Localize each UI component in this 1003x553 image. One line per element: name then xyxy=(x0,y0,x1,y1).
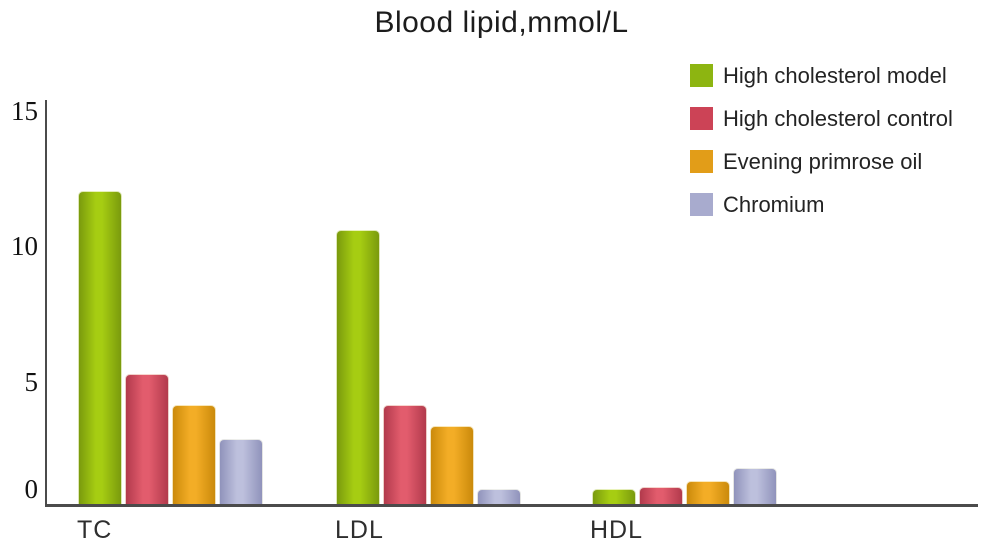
category-label-ldl: LDL xyxy=(335,516,384,544)
legend: High cholesterol model High cholesterol c… xyxy=(690,64,953,216)
chart-title: Blood lipid,mmol/L xyxy=(374,6,629,39)
y-tick-label: 15 xyxy=(11,96,38,126)
legend-swatch-icon xyxy=(690,193,713,216)
bar-hdl-series-3 xyxy=(733,468,777,505)
y-tick-label: 0 xyxy=(24,474,39,504)
bar-tc-series-2 xyxy=(172,405,216,505)
bar-hdl-series-2 xyxy=(686,481,730,505)
legend-swatch-icon xyxy=(690,107,713,130)
legend-swatch-icon xyxy=(690,150,713,173)
bar-ldl-series-2 xyxy=(430,426,474,505)
y-tick-label: 10 xyxy=(11,231,38,261)
bar-tc-series-0 xyxy=(78,191,122,505)
legend-label: High cholesterol model xyxy=(723,63,947,88)
legend-item: Evening primrose oil xyxy=(690,150,953,173)
legend-label: Evening primrose oil xyxy=(723,149,923,174)
bar-hdl-series-0 xyxy=(592,489,636,505)
legend-label: Chromium xyxy=(723,192,825,217)
legend-swatch-icon xyxy=(690,64,713,87)
legend-item: Chromium xyxy=(690,193,953,216)
legend-item: High cholesterol control xyxy=(690,107,953,130)
category-label-hdl: HDL xyxy=(590,516,644,544)
bar-ldl-series-0 xyxy=(336,230,380,505)
y-tick-label: 5 xyxy=(24,367,39,397)
bar-tc-series-1 xyxy=(125,374,169,505)
legend-label: High cholesterol control xyxy=(723,106,953,131)
x-axis-line xyxy=(45,504,978,507)
bar-tc-series-3 xyxy=(219,439,263,505)
y-axis-line xyxy=(45,100,47,506)
bar-hdl-series-1 xyxy=(639,487,683,505)
bar-ldl-series-1 xyxy=(383,405,427,505)
legend-item: High cholesterol model xyxy=(690,64,953,87)
bar-ldl-series-3 xyxy=(477,489,521,505)
category-label-tc: TC xyxy=(77,516,113,544)
